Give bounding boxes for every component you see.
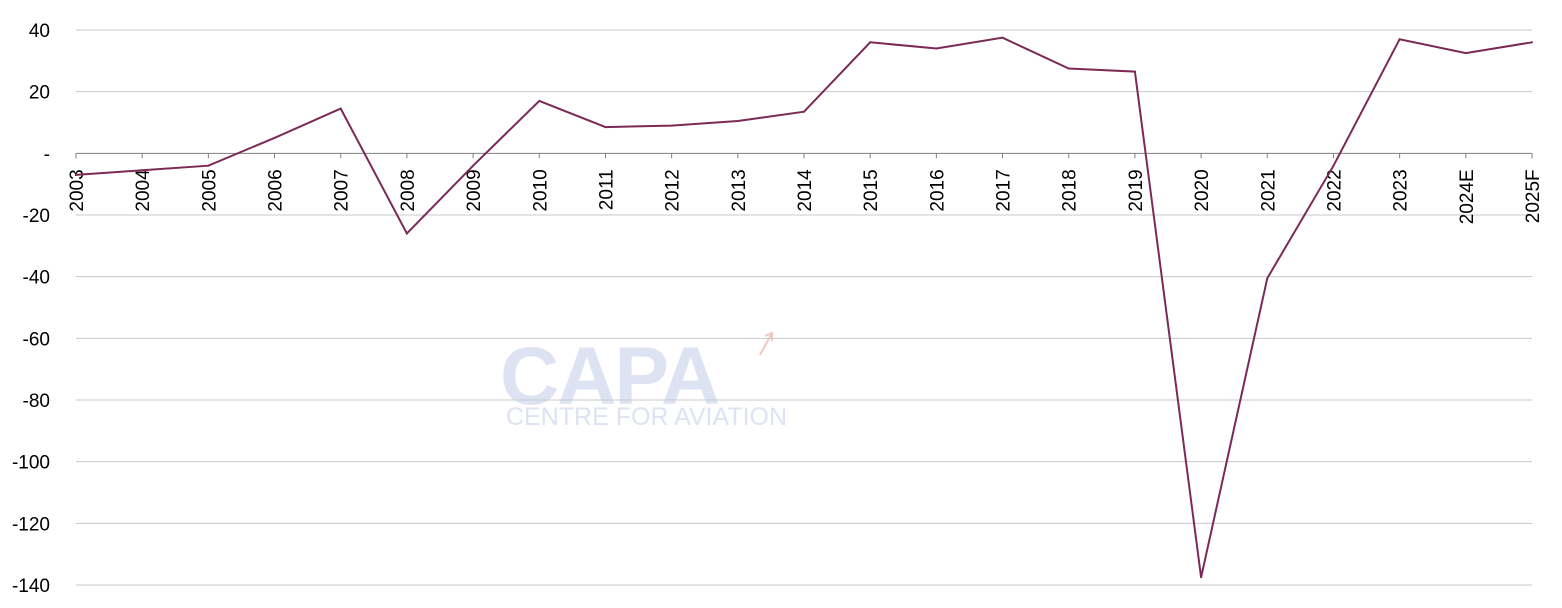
x-tick-label: 2007	[332, 169, 353, 211]
x-tick-label: 2017	[994, 169, 1015, 211]
y-tick-label: -40	[23, 268, 50, 289]
data-point	[207, 164, 210, 167]
data-point	[1067, 67, 1070, 70]
x-tick-label: 2023	[1391, 169, 1412, 211]
x-tick-label: 2005	[199, 169, 220, 211]
x-tick-label: 2004	[133, 169, 154, 212]
data-point	[1133, 70, 1136, 73]
data-point	[1398, 38, 1401, 41]
x-tick-label: 2016	[927, 169, 948, 211]
y-tick-label: -20	[23, 206, 50, 227]
x-tick-label: 2012	[663, 169, 684, 211]
data-point	[273, 136, 276, 139]
x-tick-label: 2008	[398, 169, 419, 211]
data-point	[472, 164, 475, 167]
x-axis: 2003 2004 2005 2006 2007 2008 2009 2010 2011 2012…	[67, 152, 1544, 224]
x-tick-label: 2006	[266, 169, 287, 211]
x-tick-label: 2018	[1060, 169, 1081, 211]
series-line	[75, 36, 1533, 578]
data-point	[1332, 164, 1335, 167]
x-tick-label: 2014	[795, 169, 816, 212]
data-point	[75, 173, 77, 176]
x-tick-label: 2011	[596, 169, 617, 210]
x-tick-label: 2010	[530, 169, 551, 211]
data-point	[1200, 576, 1203, 579]
watermark-logo: CAPA	[500, 331, 719, 422]
x-tick-label: 2021	[1258, 169, 1279, 211]
data-point	[803, 110, 805, 113]
data-point	[869, 41, 872, 44]
data-point	[339, 107, 342, 110]
data-point	[538, 99, 541, 102]
data-point	[141, 169, 144, 172]
data-point	[405, 232, 408, 235]
x-tick-label: 2013	[729, 169, 750, 211]
watermark-plane-icon	[759, 331, 773, 356]
x-tick-label: 2020	[1192, 169, 1213, 211]
data-point	[1266, 277, 1269, 280]
data-point	[1464, 52, 1467, 55]
data-point	[670, 124, 673, 127]
y-tick-label: -	[44, 144, 50, 165]
y-tick-label: 20	[29, 83, 50, 104]
y-tick-label: 40	[29, 21, 50, 42]
y-axis: 40 20 - -20 -40 -60 -80 -100 -120 -140	[12, 21, 50, 597]
gridlines	[76, 29, 1532, 586]
x-tick-label: 2015	[861, 169, 882, 211]
x-tick-label: 2019	[1126, 169, 1147, 211]
x-tick-label: 2022	[1324, 169, 1345, 211]
data-point	[736, 120, 739, 122]
x-tick-label: 2024E	[1457, 169, 1478, 224]
x-tick-label: 2025F	[1523, 169, 1544, 223]
y-tick-label: -100	[12, 453, 50, 474]
x-tick-label: 2009	[464, 169, 485, 211]
y-tick-label: -120	[12, 514, 50, 535]
y-tick-label: -60	[23, 329, 50, 350]
data-point	[1531, 41, 1533, 44]
x-tick-label: 2003	[67, 169, 88, 211]
data-point	[1001, 36, 1004, 39]
series-layer	[75, 36, 1533, 579]
capa-watermark: CAPA CENTRE FOR AVIATION	[500, 331, 787, 431]
data-point	[935, 47, 938, 50]
y-tick-label: -140	[12, 576, 50, 597]
data-point	[604, 126, 607, 129]
watermark-tagline: CENTRE FOR AVIATION	[506, 403, 787, 431]
y-tick-label: -80	[23, 391, 50, 412]
